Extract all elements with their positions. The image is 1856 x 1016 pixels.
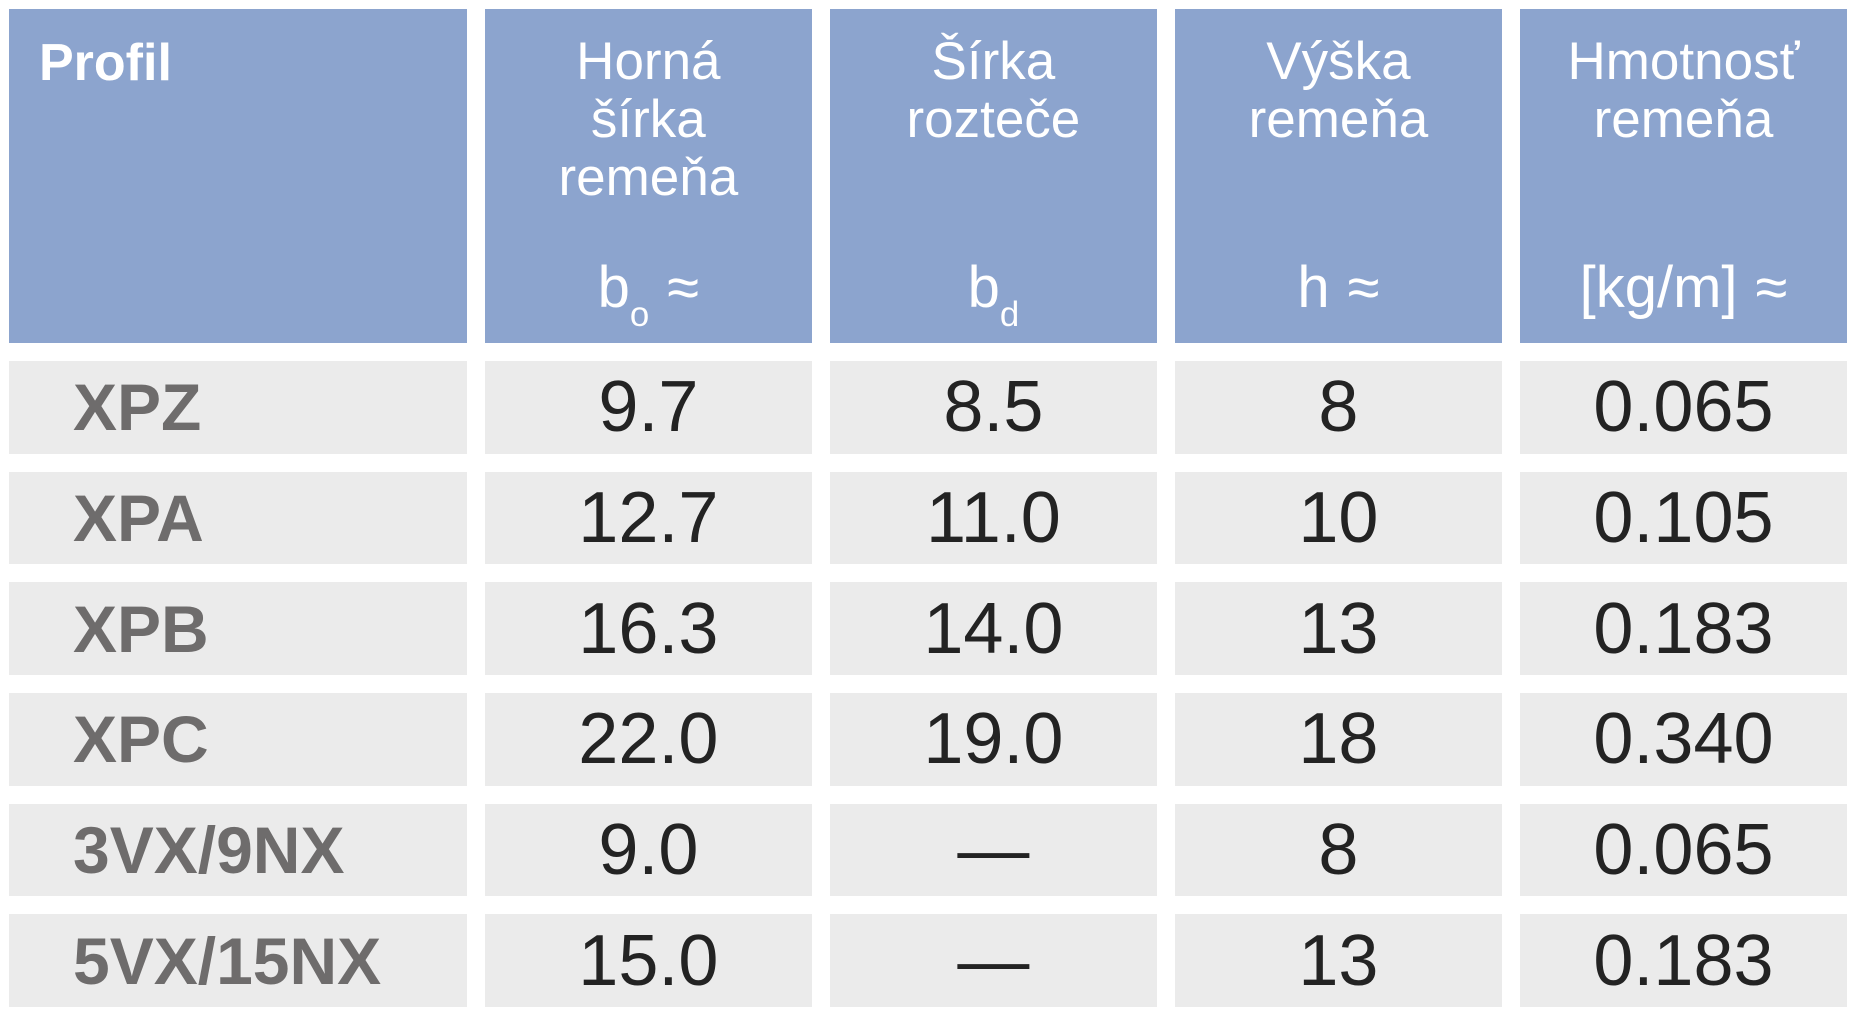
- symbol-base: b: [967, 255, 1000, 320]
- value-cell-height: 18: [1174, 692, 1502, 786]
- value-cell-top-width: 9.0: [484, 803, 812, 897]
- column-symbol: h ≈: [1297, 259, 1379, 317]
- column-title: Výška remeňa: [1249, 33, 1429, 149]
- header-cell-profil: Profil: [9, 9, 467, 343]
- column-symbol: bd: [968, 259, 1020, 332]
- column-title-line: Šírka: [931, 32, 1056, 91]
- value-cell-weight: 0.340: [1519, 692, 1847, 786]
- column-title: Hmotnosť remeňa: [1568, 33, 1800, 149]
- value-cell-pitch-width: 11.0: [829, 471, 1157, 565]
- column-title-line: rozteče: [906, 89, 1081, 149]
- value-cell-pitch-width: 14.0: [829, 582, 1157, 675]
- value-cell-pitch-width: —: [829, 803, 1157, 897]
- value-cell-height: 13: [1174, 914, 1502, 1007]
- profile-cell: 3VX/9NX: [9, 803, 467, 897]
- profile-cell: XPC: [9, 692, 467, 786]
- value-cell-pitch-width: —: [829, 914, 1157, 1007]
- value-cell-top-width: 9.7: [484, 361, 812, 454]
- profile-cell: XPA: [9, 471, 467, 565]
- column-title-line: Horná: [576, 32, 721, 91]
- column-symbol: [kg/m] ≈: [1580, 259, 1788, 317]
- value-cell-weight: 0.183: [1519, 914, 1847, 1007]
- value-cell-weight: 0.065: [1519, 361, 1847, 454]
- column-symbol: bo ≈: [598, 259, 699, 332]
- symbol-subscript: o: [629, 294, 650, 334]
- column-title-line: remeňa: [1248, 89, 1429, 149]
- header-cell-hmotnost-remena: Hmotnosť remeňa [kg/m] ≈: [1519, 9, 1847, 343]
- header-cell-sirka-rozteca: Šírka rozteče bd: [829, 9, 1157, 343]
- profile-cell: 5VX/15NX: [9, 914, 467, 1007]
- column-title-line: remeňa: [558, 147, 739, 207]
- value-cell-height: 13: [1174, 582, 1502, 675]
- value-cell-top-width: 15.0: [484, 914, 812, 1007]
- column-title-line: Profil: [39, 34, 172, 92]
- symbol-base: h: [1297, 255, 1330, 320]
- column-title-line: remeňa: [1593, 89, 1774, 149]
- column-title: Profil: [39, 35, 172, 92]
- approx-sign: ≈: [1347, 255, 1380, 320]
- symbol-base: [kg/m]: [1579, 255, 1738, 320]
- column-title-line: Hmotnosť: [1567, 32, 1800, 91]
- column-title-line: šírka: [590, 89, 706, 149]
- column-title: Horná šírka remeňa: [559, 33, 739, 206]
- header-cell-vyska-remena: Výška remeňa h ≈: [1174, 9, 1502, 343]
- column-title: Šírka rozteče: [906, 33, 1080, 149]
- value-cell-top-width: 22.0: [484, 692, 812, 786]
- approx-sign: ≈: [667, 255, 700, 320]
- value-cell-height: 10: [1174, 471, 1502, 565]
- approx-sign: ≈: [1755, 255, 1788, 320]
- profile-cell: XPB: [9, 582, 467, 675]
- value-cell-weight: 0.105: [1519, 471, 1847, 565]
- symbol-base: b: [597, 255, 630, 320]
- value-cell-pitch-width: 19.0: [829, 692, 1157, 786]
- value-cell-top-width: 16.3: [484, 582, 812, 675]
- profile-cell: XPZ: [9, 361, 467, 454]
- value-cell-pitch-width: 8.5: [829, 361, 1157, 454]
- header-cell-horna-sirka-remena: Horná šírka remeňa bo ≈: [484, 9, 812, 343]
- value-cell-height: 8: [1174, 803, 1502, 897]
- value-cell-weight: 0.065: [1519, 803, 1847, 897]
- column-title-line: Výška: [1266, 32, 1411, 91]
- value-cell-height: 8: [1174, 361, 1502, 454]
- value-cell-top-width: 12.7: [484, 471, 812, 565]
- value-cell-weight: 0.183: [1519, 582, 1847, 675]
- symbol-subscript: d: [999, 294, 1020, 334]
